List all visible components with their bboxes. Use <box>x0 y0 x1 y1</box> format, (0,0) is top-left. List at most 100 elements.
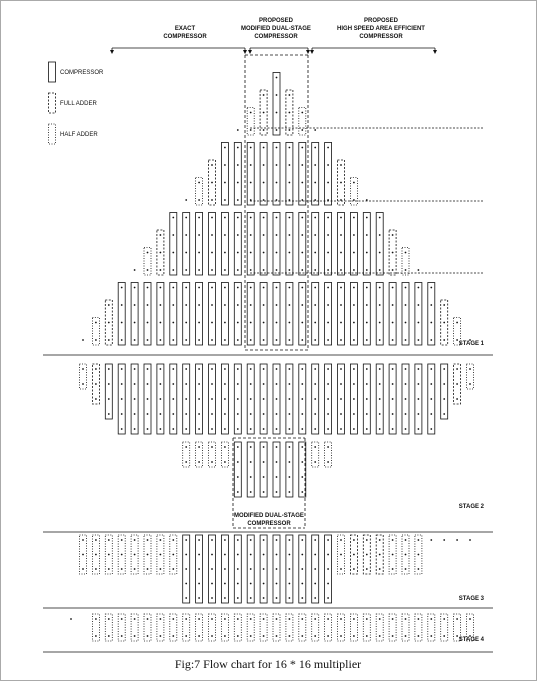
dot <box>417 286 420 289</box>
dot <box>211 428 213 430</box>
dot <box>185 383 188 385</box>
compressor <box>324 212 333 276</box>
dot <box>353 181 355 184</box>
dot <box>391 383 394 385</box>
dot <box>211 568 213 570</box>
dot <box>417 398 420 400</box>
dot <box>224 146 226 149</box>
dot <box>314 582 317 585</box>
half-adder <box>298 613 307 642</box>
dot <box>404 321 407 324</box>
dot <box>185 597 188 599</box>
dot <box>159 251 162 254</box>
compressor <box>272 142 281 206</box>
half-adder <box>182 613 191 642</box>
compressor <box>246 441 255 498</box>
half-adder <box>169 534 178 575</box>
half-adder <box>414 613 423 642</box>
inner-label: COMPRESSOR <box>247 521 291 527</box>
dot <box>275 446 278 448</box>
compressor <box>246 142 255 206</box>
compressor <box>208 282 216 346</box>
dot <box>236 181 239 184</box>
dot <box>249 553 252 556</box>
dot <box>327 339 329 341</box>
dot <box>185 398 188 400</box>
dot <box>146 398 149 400</box>
dot <box>262 618 265 620</box>
dot <box>198 251 201 254</box>
dot <box>301 129 304 131</box>
half-adder <box>414 534 423 575</box>
compressor <box>285 282 294 346</box>
dot <box>378 635 381 637</box>
compressor <box>169 363 178 435</box>
dot <box>314 146 317 149</box>
dot <box>211 286 213 289</box>
dot <box>172 339 175 341</box>
compressor <box>259 441 268 498</box>
dot <box>275 635 278 637</box>
dot <box>159 269 162 271</box>
dot <box>353 286 355 289</box>
dot <box>301 339 304 341</box>
compressor <box>259 212 268 276</box>
dot <box>262 635 265 637</box>
dot <box>378 413 381 415</box>
dot <box>211 368 213 370</box>
dot <box>236 413 239 415</box>
dot <box>353 398 355 400</box>
compressor <box>208 212 216 276</box>
dot <box>275 339 278 341</box>
dot <box>224 216 226 219</box>
dot <box>327 553 329 556</box>
dot <box>275 94 278 96</box>
dot <box>262 269 265 271</box>
dot <box>198 413 201 415</box>
dot <box>365 635 368 637</box>
dot <box>314 181 317 184</box>
dot <box>211 164 213 166</box>
compressor <box>169 212 178 276</box>
compressor <box>311 534 320 604</box>
dot <box>236 199 239 201</box>
dot <box>198 618 201 620</box>
dot <box>185 635 188 637</box>
dot <box>262 304 265 306</box>
compressor <box>233 282 242 346</box>
dot <box>159 234 162 236</box>
dot <box>443 368 446 370</box>
dot <box>391 304 394 306</box>
dot <box>107 539 110 541</box>
drawing: EXACT COMPRESSOR PROPOSED MODIFIED DUAL-STA… <box>43 18 493 671</box>
dot <box>95 383 97 385</box>
dot <box>417 383 420 385</box>
dot <box>107 304 110 306</box>
dot <box>301 181 304 184</box>
dot <box>340 339 342 341</box>
dot <box>288 635 291 637</box>
half-adder <box>311 441 320 468</box>
dot <box>172 539 175 541</box>
dot <box>198 539 201 541</box>
dot <box>340 216 342 219</box>
compressor <box>130 282 139 346</box>
compressor <box>130 363 139 435</box>
dot <box>262 461 265 463</box>
dot <box>198 286 201 289</box>
dot <box>314 234 317 236</box>
half-adder <box>375 613 384 642</box>
dot <box>133 269 136 271</box>
dot <box>301 461 304 463</box>
compressor <box>285 212 294 276</box>
dot <box>378 368 381 370</box>
dot <box>146 413 149 415</box>
dot <box>185 553 188 556</box>
dot <box>391 539 394 541</box>
dot <box>172 269 175 271</box>
stage-label: STAGE 2 <box>459 504 485 510</box>
dot <box>327 199 329 201</box>
stage-label: STAGE 3 <box>459 596 485 602</box>
dot <box>275 398 278 400</box>
dot <box>378 568 381 570</box>
